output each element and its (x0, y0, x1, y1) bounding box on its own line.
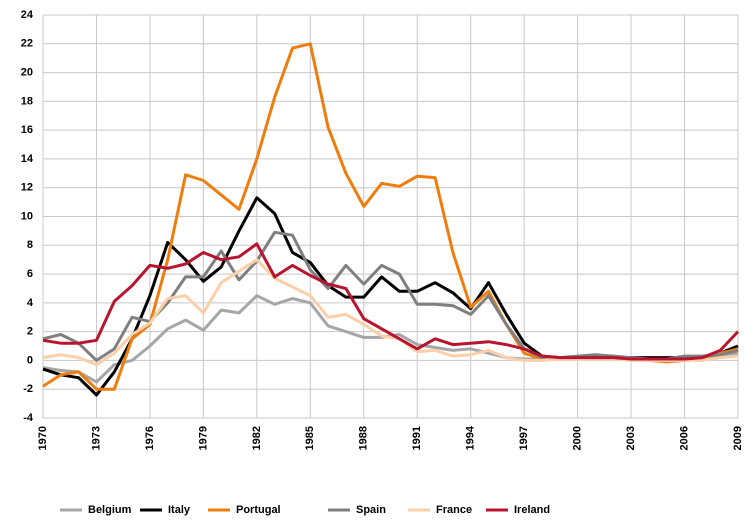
x-tick-label: 2003 (625, 426, 637, 450)
legend-item: Portugal (208, 504, 281, 516)
x-tick-label: 1976 (144, 426, 156, 450)
legend-label: Ireland (514, 504, 550, 516)
x-tick-label: 1970 (37, 426, 49, 450)
x-tick-label: 1982 (251, 426, 263, 450)
legend-label: France (436, 504, 472, 516)
x-tick-label: 1979 (197, 426, 209, 450)
legend-label: Belgium (88, 504, 132, 516)
y-tick-label: 4 (27, 297, 34, 309)
legend-item: Belgium (60, 504, 132, 516)
y-tick-label: 24 (21, 9, 34, 21)
legend-item: Ireland (486, 504, 550, 516)
y-tick-label: 8 (27, 239, 33, 251)
y-tick-label: 22 (21, 38, 33, 50)
x-tick-label: 2000 (572, 426, 584, 450)
y-tick-label: 0 (27, 354, 33, 366)
y-tick-label: 16 (21, 124, 33, 136)
x-tick-label: 2009 (732, 426, 744, 450)
x-tick-label: 1994 (465, 425, 477, 450)
x-tick-label: 1985 (304, 426, 316, 450)
x-tick-label: 2006 (678, 426, 690, 450)
x-tick-label: 1991 (411, 426, 423, 450)
legend-item: France (408, 504, 472, 516)
y-tick-label: 6 (27, 268, 33, 280)
legend-item: Italy (140, 504, 191, 516)
y-tick-label: 14 (21, 153, 34, 165)
y-tick-label: -4 (23, 412, 34, 424)
x-tick-label: 1988 (358, 426, 370, 450)
series-line (42, 242, 740, 361)
legend-label: Italy (168, 504, 191, 516)
y-tick-label: 12 (21, 182, 33, 194)
legend-label: Portugal (236, 504, 281, 516)
legend-item: Spain (328, 504, 386, 516)
y-tick-label: -2 (23, 383, 33, 395)
x-tick-label: 1973 (90, 426, 102, 450)
series-line (42, 230, 739, 362)
series-line (42, 196, 739, 397)
y-tick-label: 20 (21, 66, 33, 78)
y-tick-label: 10 (21, 210, 33, 222)
legend-label: Spain (356, 504, 386, 516)
y-tick-label: 2 (27, 326, 33, 338)
x-tick-label: 1997 (518, 426, 530, 450)
y-tick-label: 18 (21, 95, 33, 107)
